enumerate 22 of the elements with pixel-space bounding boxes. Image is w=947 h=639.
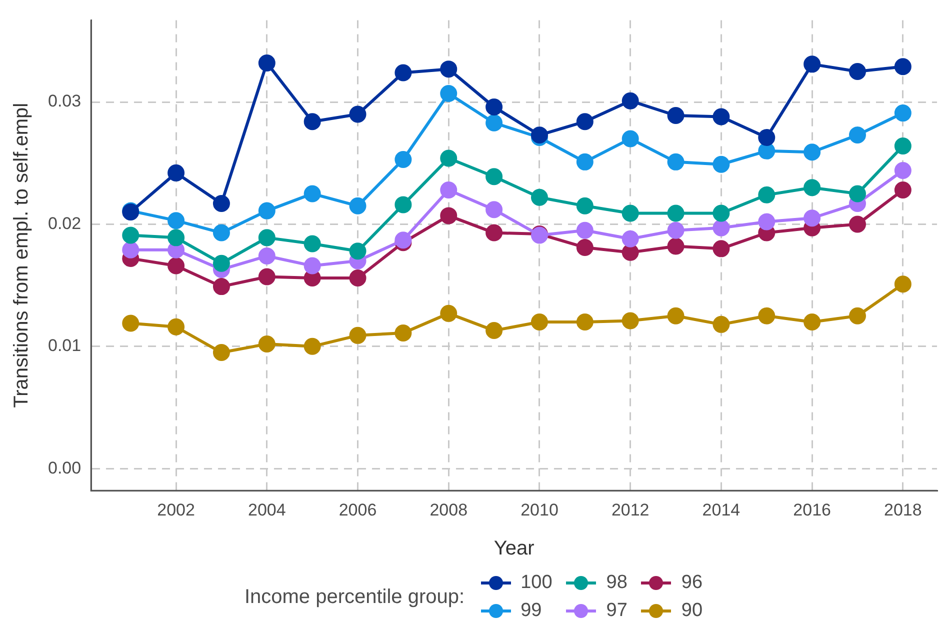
legend-label: 99 — [520, 600, 542, 622]
legend-label: 97 — [606, 600, 628, 622]
legend-label: 96 — [681, 572, 703, 594]
x-tick-label: 2004 — [248, 500, 286, 520]
legend-label: 90 — [681, 600, 703, 622]
x-tick-label: 2016 — [793, 500, 831, 520]
y-tick-label: 0.00 — [48, 458, 82, 478]
x-tick-label: 2014 — [702, 500, 740, 520]
x-tick-label: 2010 — [520, 500, 558, 520]
y-axis-title: Transitions from empl. to self.empl — [10, 102, 33, 408]
x-tick-label: 2018 — [884, 500, 922, 520]
legend-label: 98 — [606, 572, 628, 594]
y-tick-label: 0.01 — [48, 336, 82, 356]
x-tick-label: 2006 — [338, 500, 377, 520]
x-tick-label: 2002 — [157, 500, 195, 520]
x-tick-label: 2012 — [611, 500, 650, 520]
y-tick-label: 0.03 — [48, 92, 82, 111]
legend-label: 100 — [520, 572, 552, 594]
x-axis-title: Year — [494, 538, 535, 560]
legend-title: Income percentile group: — [244, 586, 465, 608]
x-tick-label: 2008 — [430, 500, 468, 520]
y-tick-label: 0.02 — [48, 214, 82, 233]
